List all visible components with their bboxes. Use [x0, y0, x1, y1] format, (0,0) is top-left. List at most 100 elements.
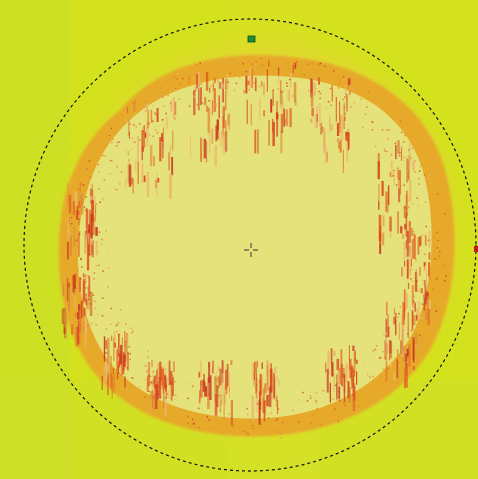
crosshair-icon[interactable] — [244, 243, 258, 257]
speckle-mark — [439, 244, 441, 247]
speckle-mark — [318, 82, 320, 84]
speckle-mark — [173, 76, 176, 79]
streak-mark — [161, 133, 163, 142]
speckle-mark — [379, 357, 381, 359]
streak-mark — [386, 199, 389, 213]
speckle-mark — [435, 310, 438, 312]
streak-mark — [118, 336, 121, 343]
speckle-mark — [424, 253, 426, 255]
streak-mark — [285, 109, 289, 126]
speckle-mark — [228, 435, 230, 438]
speckle-mark — [245, 70, 248, 73]
streak-mark — [147, 109, 150, 129]
speckle-mark — [93, 210, 95, 212]
streak-mark — [427, 301, 430, 325]
speckle-mark — [194, 87, 197, 90]
speckle-mark — [167, 94, 169, 97]
streak-mark — [377, 161, 380, 180]
streak-mark — [277, 400, 279, 415]
speckle-mark — [125, 148, 127, 151]
streak-mark — [167, 389, 170, 399]
streak-mark — [259, 373, 262, 396]
speckle-mark — [148, 390, 150, 392]
streak-mark — [105, 361, 108, 380]
speckle-mark — [260, 58, 262, 60]
speckle-mark — [282, 421, 284, 423]
speckle-mark — [264, 400, 266, 402]
streak-mark — [389, 216, 392, 232]
speckle-mark — [419, 166, 421, 168]
streak-mark — [405, 240, 407, 249]
speckle-mark — [155, 114, 158, 116]
streak-mark — [219, 389, 221, 410]
streak-mark — [428, 262, 430, 277]
handle-icon[interactable] — [474, 246, 478, 252]
streak-mark — [426, 292, 429, 300]
speckle-mark — [117, 322, 120, 324]
streak-mark — [321, 126, 324, 133]
streak-mark — [145, 103, 149, 113]
speckle-mark — [352, 393, 354, 396]
speckle-mark — [86, 239, 88, 241]
speckle-mark — [75, 262, 77, 265]
streak-mark — [254, 77, 257, 92]
streak-mark — [329, 382, 331, 403]
streak-mark — [349, 90, 351, 95]
streak-mark — [222, 106, 225, 128]
speckle-mark — [259, 65, 261, 67]
streak-mark — [172, 130, 174, 151]
streak-mark — [279, 90, 283, 105]
speckle-mark — [441, 245, 444, 248]
streak-mark — [382, 232, 385, 246]
speckle-mark — [85, 287, 87, 289]
streak-mark — [226, 363, 229, 387]
speckle-mark — [217, 80, 219, 82]
streak-mark — [426, 296, 429, 305]
streak-mark — [401, 314, 403, 340]
streak-mark — [410, 258, 412, 267]
speckle-mark — [405, 203, 408, 206]
selection-circle[interactable] — [23, 18, 477, 472]
speckle-mark — [70, 223, 73, 225]
speckle-mark — [109, 173, 111, 175]
streak-mark — [118, 333, 120, 358]
speckle-mark — [143, 107, 145, 109]
streak-mark — [263, 401, 266, 422]
streak-mark — [168, 152, 170, 171]
speckle-mark — [410, 157, 412, 159]
streak-mark — [293, 82, 297, 103]
speckle-mark — [415, 259, 417, 261]
speckle-mark — [77, 269, 79, 272]
streak-mark — [204, 96, 207, 106]
speckle-mark — [188, 77, 190, 80]
streak-mark — [77, 312, 79, 320]
speckle-mark — [165, 112, 167, 115]
handle-icon[interactable] — [247, 35, 256, 43]
streak-mark — [287, 89, 291, 102]
streak-mark — [153, 375, 155, 387]
speckle-mark — [251, 424, 254, 427]
streak-mark — [85, 293, 87, 302]
speckle-mark — [342, 107, 344, 109]
speckle-mark — [169, 385, 171, 387]
speckle-mark — [127, 153, 130, 155]
streak-mark — [169, 371, 173, 385]
speckle-mark — [393, 169, 395, 172]
streak-mark — [270, 363, 272, 380]
speckle-mark — [202, 392, 204, 395]
speckle-mark — [292, 62, 295, 64]
speckle-mark — [247, 433, 249, 436]
speckle-mark — [87, 298, 90, 301]
speckle-mark — [71, 214, 73, 217]
speckle-mark — [364, 113, 367, 116]
speckle-mark — [102, 270, 104, 272]
speckle-mark — [73, 241, 75, 243]
streak-mark — [127, 335, 129, 347]
speckle-mark — [427, 176, 429, 179]
streak-mark — [351, 374, 353, 389]
speckle-mark — [276, 425, 279, 427]
speckle-mark — [129, 123, 131, 125]
streak-mark — [196, 74, 198, 89]
speckle-mark — [262, 413, 265, 415]
